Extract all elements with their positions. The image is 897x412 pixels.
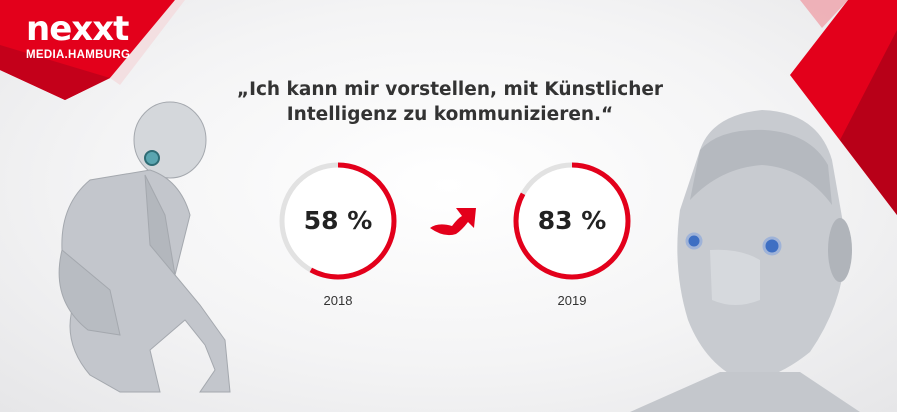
donut-2019-face	[516, 165, 628, 277]
brand-name: nexxt	[26, 9, 129, 49]
corner-shape-top-right-tip	[800, 0, 848, 28]
donut-2018-arc	[279, 162, 397, 280]
donut-2019-arc	[513, 162, 631, 280]
brand-subtitle: MEDIA.HAMBURG	[26, 49, 131, 61]
robot-ear-light	[144, 150, 160, 166]
corner-shape-top-left-shade	[0, 45, 110, 100]
title-line-2: Intelligenz zu kommunizieren.“	[286, 104, 614, 125]
donut-2018: 58 %	[277, 160, 399, 282]
donut-2018-face	[282, 165, 394, 277]
year-label-2019: 2019	[557, 293, 587, 308]
value-label-2018: 58 %	[303, 206, 373, 235]
robot-eye-left	[685, 232, 703, 250]
robot-head-illustration	[630, 110, 860, 412]
donut-2019: 83 %	[511, 160, 633, 282]
arrow-up-right-icon	[430, 208, 476, 236]
corner-shape-top-right-shade	[840, 30, 897, 215]
corner-shape-top-left-light	[110, 0, 185, 85]
page-title: „Ich kann mir vorstellen, mit Künstliche…	[200, 77, 700, 127]
donut-2019-svg	[513, 162, 631, 280]
robot-eye-right	[762, 236, 782, 256]
year-label-2018: 2018	[323, 293, 353, 308]
robot-crouching-illustration	[58, 101, 231, 393]
value-label-2019: 83 %	[537, 206, 607, 235]
brand-logo[interactable]: nexxt MEDIA.HAMBURG	[26, 12, 130, 61]
donut-2018-svg	[279, 162, 397, 280]
title-line-1: „Ich kann mir vorstellen, mit Künstliche…	[236, 79, 664, 100]
